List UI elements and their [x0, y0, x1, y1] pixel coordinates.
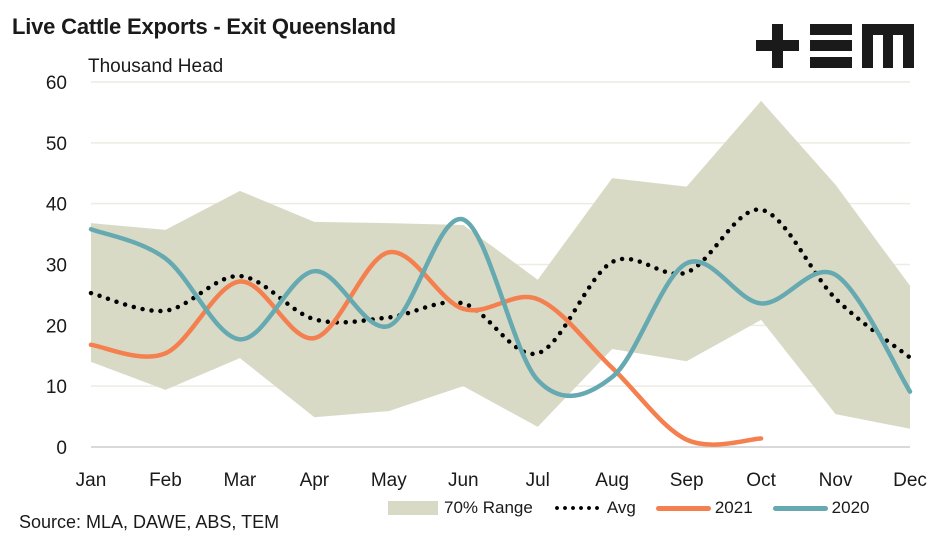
legend-swatch-2021 — [655, 505, 711, 511]
legend-swatch-avg — [552, 506, 601, 510]
y-tick-label: 50 — [46, 134, 67, 155]
chart-title: Live Cattle Exports - Exit Queensland — [12, 14, 396, 39]
x-tick-label: Jul — [526, 470, 550, 491]
x-tick-label: May — [371, 470, 407, 491]
x-tick-label: Mar — [224, 470, 257, 491]
y-tick-label: 10 — [46, 377, 67, 398]
x-tick-label: Oct — [746, 470, 776, 491]
legend-label-avg: Avg — [606, 498, 636, 517]
y-tick-label: 30 — [46, 256, 67, 277]
x-tick-label: Jun — [448, 470, 479, 491]
y-axis-label: Thousand Head — [88, 56, 224, 77]
x-tick-label: Jan — [76, 470, 107, 491]
legend-item-2020: 2020 — [772, 498, 870, 518]
x-tick-label: Apr — [300, 470, 330, 491]
x-tick-label: Aug — [595, 470, 629, 491]
legend-item-range: 70% Range — [388, 498, 533, 518]
legend-label-2021: 2021 — [714, 498, 753, 517]
y-tick-label: 0 — [56, 438, 67, 459]
legend-item-2021: 2021 — [655, 498, 753, 518]
x-tick-label: Dec — [893, 470, 927, 491]
legend-label-range: 70% Range — [444, 498, 533, 517]
series-line-avg — [88, 207, 913, 360]
x-tick-label: Feb — [149, 470, 182, 491]
series-line-2020 — [88, 217, 913, 399]
x-tick-label: Sep — [670, 470, 704, 491]
y-tick-label: 20 — [46, 316, 67, 337]
source-note: Source: MLA, DAWE, ABS, TEM — [19, 512, 280, 532]
y-tick-label: 60 — [46, 73, 67, 94]
legend-swatch-range — [388, 501, 438, 515]
series-line-2021 — [88, 250, 764, 447]
range-band — [91, 100, 910, 429]
x-tick-label: Nov — [819, 470, 853, 491]
legend-item-avg: Avg — [552, 498, 636, 518]
legend-label-2020: 2020 — [831, 498, 870, 517]
tem-logo-icon — [756, 24, 914, 68]
y-tick-label: 40 — [46, 195, 67, 216]
legend: 70% Range Avg 2021 2020 — [388, 497, 890, 519]
legend-swatch-2020 — [772, 505, 828, 511]
